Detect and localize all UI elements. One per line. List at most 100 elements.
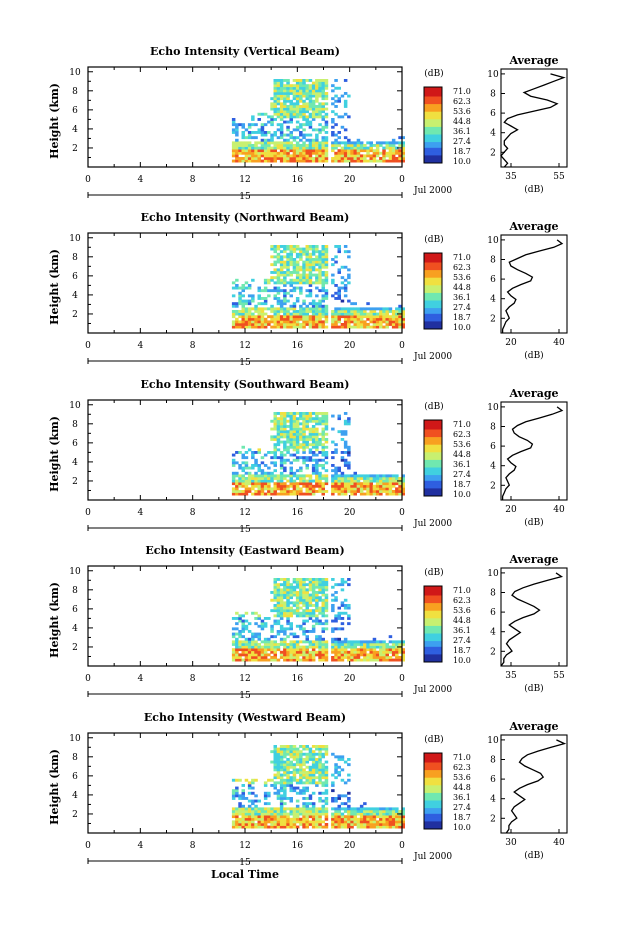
heatmap-cell	[292, 94, 297, 98]
heatmap-cell	[231, 151, 236, 155]
heatmap-cell	[251, 817, 255, 821]
heatmap-cell	[372, 653, 377, 657]
heatmap-cell	[279, 487, 284, 491]
heatmap-cell	[231, 487, 236, 491]
heatmap-cell	[263, 286, 268, 290]
heatmap-cell	[302, 281, 306, 285]
heatmap-cell	[366, 317, 370, 321]
heatmap-cell	[235, 320, 239, 324]
heatmap-cell	[315, 157, 319, 160]
heatmap-cell	[276, 611, 281, 615]
colorbar-label: 36.1	[453, 293, 471, 302]
colorbar-swatch	[424, 275, 442, 279]
heatmap-cell	[283, 807, 287, 811]
heatmap-cell	[289, 482, 293, 486]
heatmap-cell	[241, 645, 245, 649]
heatmap-cell	[283, 645, 287, 649]
heatmap-cell	[279, 474, 284, 478]
heatmap-cell	[247, 294, 252, 298]
avg-y-tick-label: 2	[490, 148, 496, 158]
heatmap-cell	[295, 149, 300, 153]
heatmap-cell	[251, 632, 255, 636]
heatmap-cell	[331, 97, 335, 101]
heatmap-cell	[292, 591, 297, 594]
heatmap-cell	[347, 317, 351, 321]
colorbar-swatch	[424, 480, 442, 484]
heatmap-cell	[334, 640, 338, 644]
heatmap-cell	[324, 131, 329, 134]
heatmap-cell	[401, 815, 405, 819]
heatmap-cell	[350, 325, 354, 329]
colorbar-swatch	[424, 294, 442, 298]
heatmap-cell	[299, 771, 303, 774]
heatmap-cell	[302, 443, 306, 447]
heatmap-cell	[308, 438, 313, 441]
heatmap-cell	[273, 260, 277, 264]
heatmap-cell	[375, 474, 380, 478]
heatmap-cell	[267, 817, 271, 821]
heatmap-cell	[302, 593, 306, 597]
heatmap-cell	[295, 419, 300, 423]
heatmap-cell	[385, 490, 389, 493]
heatmap-cell	[279, 776, 284, 780]
heatmap-cell	[292, 448, 297, 452]
heatmap-cell	[273, 786, 277, 790]
heatmap-cell	[353, 492, 357, 496]
heatmap-cell	[343, 445, 348, 449]
heatmap-cell	[385, 484, 389, 488]
heatmap-cell	[321, 771, 325, 774]
heatmap-cell	[340, 482, 345, 486]
colorbar-label: 10.0	[453, 323, 471, 332]
heatmap-cell	[279, 97, 284, 101]
heatmap-cell	[251, 482, 255, 486]
heatmap-cell	[331, 619, 335, 623]
heatmap-cell	[321, 136, 325, 140]
heatmap-cell	[295, 781, 300, 785]
heatmap-cell	[292, 323, 297, 326]
heatmap-cell	[388, 820, 393, 824]
heatmap-cell	[295, 487, 300, 491]
heatmap-cell	[311, 260, 316, 264]
heatmap-cell	[395, 653, 399, 657]
heatmap-cell	[324, 645, 329, 649]
heatmap-cell	[311, 812, 316, 816]
heatmap-cell	[366, 812, 370, 816]
heatmap-cell	[251, 648, 255, 652]
heatmap-cell	[385, 477, 389, 480]
heatmap-cell	[247, 136, 252, 140]
average-title: Average	[508, 54, 558, 67]
heatmap-cell	[359, 825, 364, 829]
heatmap-cell	[279, 149, 284, 153]
heatmap-cell	[308, 758, 313, 761]
heatmap-cell	[356, 315, 361, 319]
heatmap-cell	[315, 763, 319, 767]
heatmap-cell	[251, 451, 255, 454]
heatmap-cell	[343, 807, 348, 811]
heatmap-cell	[276, 317, 281, 321]
heatmap-cell	[286, 747, 290, 751]
heatmap-cell	[241, 619, 245, 623]
heatmap-cell	[276, 273, 281, 277]
heatmap-cell	[385, 810, 389, 813]
heatmap-cell	[241, 658, 245, 662]
y-tick-label: 2	[72, 643, 78, 653]
colorbar-label: 44.8	[453, 117, 471, 126]
heatmap-cell	[273, 768, 277, 772]
heatmap-cell	[267, 146, 271, 150]
date-label: 15	[239, 858, 251, 868]
heatmap-cell	[318, 598, 322, 602]
heatmap-cell	[356, 643, 361, 646]
heatmap-cell	[359, 487, 364, 491]
heatmap-cell	[276, 794, 281, 798]
heatmap-cell	[340, 458, 345, 462]
colorbar-swatch	[424, 658, 442, 661]
heatmap-cell	[379, 477, 383, 480]
heatmap-cell	[273, 320, 277, 324]
heatmap-cell	[247, 490, 252, 493]
heatmap-cell	[263, 464, 268, 467]
heatmap-cell	[302, 479, 306, 483]
heatmap-cell	[263, 802, 268, 806]
colorbar-swatch	[424, 92, 442, 95]
heatmap-cell	[244, 810, 249, 813]
heatmap-cell	[340, 588, 345, 592]
